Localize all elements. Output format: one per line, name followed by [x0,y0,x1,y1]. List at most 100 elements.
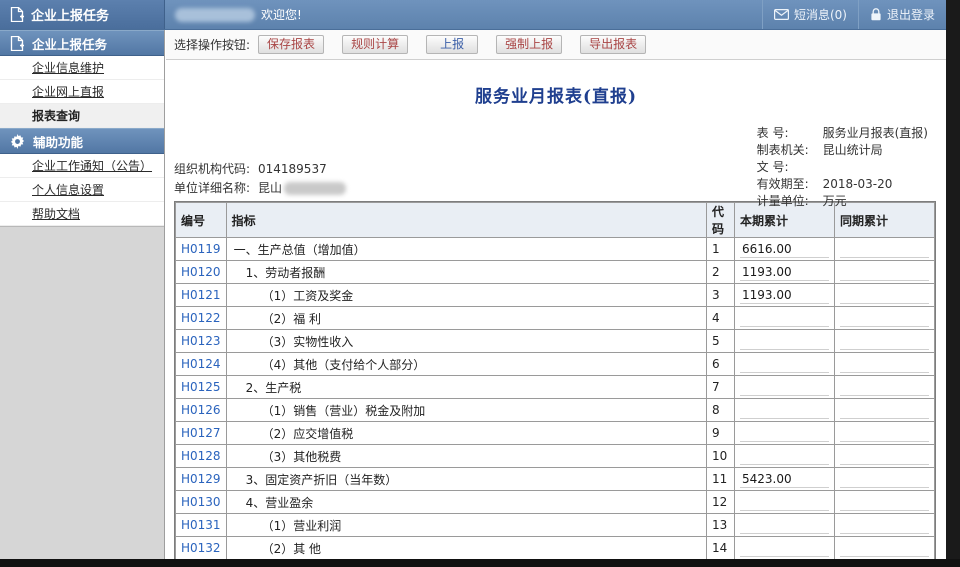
sidebar-group-label: 企业上报任务 [32,36,108,52]
row-code-link[interactable]: H0126 [181,403,221,417]
sidebar-item-help-doc[interactable]: 帮助文档 [0,202,164,226]
row-indicator-cell: （1）销售（营业）税金及附加 [225,398,708,422]
previous-period-input[interactable] [840,424,929,442]
welcome-area: 欢迎您! [165,0,762,29]
sidebar-item-work-notice[interactable]: 企业工作通知（公告） [0,154,164,178]
row-previous-cell [834,283,935,307]
row-indicator-cell: 3、固定资产折旧（当年数） [225,467,708,491]
table-row: H0130 4、营业盈余 12 [175,490,935,514]
row-code-link[interactable]: H0120 [181,265,221,279]
row-current-cell [734,536,835,560]
previous-period-input[interactable] [840,309,929,327]
row-indicator-label: （1）销售（营业）税金及附加 [261,403,426,418]
row-code-link[interactable]: H0132 [181,541,221,555]
row-indicator-cell: 1、劳动者报酬 [225,260,708,284]
meta-org-code: 组织机构代码: 014189537 [174,160,346,179]
row-code-cell: H0124 [175,352,227,376]
sidebar-item-personal-settings[interactable]: 个人信息设置 [0,178,164,202]
window-bottom-edge [0,559,960,567]
row-previous-cell [834,536,935,560]
current-period-input[interactable] [740,240,829,258]
table-header-row: 编号 指标 代码 本期累计 同期累计 [175,202,935,238]
sidebar-item-enterprise-info[interactable]: 企业信息维护 [0,56,164,80]
current-period-input[interactable] [740,516,829,534]
rule-calculate-button[interactable]: 规则计算 [342,35,409,54]
row-indicator-label: 2、生产税 [245,380,302,395]
logout-label: 退出登录 [886,8,935,22]
current-period-input[interactable] [740,424,829,442]
current-period-input[interactable] [740,263,829,281]
table-row: H0124 （4）其他（支付给个人部分） 6 [175,352,935,376]
current-period-input[interactable] [740,286,829,304]
previous-period-input[interactable] [840,378,929,396]
row-code-link[interactable]: H0123 [181,334,221,348]
previous-period-input[interactable] [840,401,929,419]
row-index-cell: 13 [706,513,735,537]
row-indicator-label: 一、生产总值（增加值） [233,242,366,257]
row-code-link[interactable]: H0130 [181,495,221,509]
meta-key: 文 号: [756,160,789,174]
row-code-cell: H0120 [175,260,227,284]
row-code-link[interactable]: H0121 [181,288,221,302]
row-indicator-cell: （1）工资及奖金 [225,283,708,307]
welcome-label: 欢迎您! [261,8,302,22]
sidebar-group-auxiliary[interactable]: 辅助功能 [0,128,164,154]
current-period-input[interactable] [740,493,829,511]
row-code-link[interactable]: H0125 [181,380,221,394]
previous-period-input[interactable] [840,240,929,258]
current-period-input[interactable] [740,447,829,465]
current-period-input[interactable] [740,470,829,488]
row-index-cell: 4 [706,306,735,330]
report-table: 编号 指标 代码 本期累计 同期累计 H0119一、生产总值（增加值）1H012… [175,202,935,560]
force-submit-button[interactable]: 强制上报 [496,35,563,54]
previous-period-input[interactable] [840,447,929,465]
sidebar: 企业上报任务 企业信息维护 企业网上直报 报表查询 辅助功能 [0,30,165,567]
messages-button[interactable]: 短消息(0) [761,0,858,29]
row-code-link[interactable]: H0119 [181,242,221,256]
current-period-input[interactable] [740,355,829,373]
table-row: H0129 3、固定资产折旧（当年数） 11 [175,467,935,491]
previous-period-input[interactable] [840,263,929,281]
row-code-cell: H0130 [175,490,227,514]
previous-period-input[interactable] [840,516,929,534]
main-content: 选择操作按钮: 保存报表 规则计算 上报 强制上报 导出报表 服务业月报表(直报… [166,30,946,567]
previous-period-input[interactable] [840,286,929,304]
row-code-link[interactable]: H0128 [181,449,221,463]
logout-button[interactable]: 退出登录 [857,0,946,29]
row-code-link[interactable]: H0127 [181,426,221,440]
previous-period-input[interactable] [840,332,929,350]
row-code-link[interactable]: H0124 [181,357,221,371]
export-report-button[interactable]: 导出报表 [580,35,647,54]
row-indicator-label: （3）其他税费 [261,449,342,464]
previous-period-input[interactable] [840,493,929,511]
current-period-input[interactable] [740,332,829,350]
report-table-body: H0119 一、生产总值（增加值） 1 H0120 1、劳动者报酬 2 H0121 （1）工资… [175,237,935,560]
row-code-link[interactable]: H0129 [181,472,221,486]
row-current-cell [734,352,835,376]
sidebar-group-enterprise-tasks[interactable]: 企业上报任务 [0,30,164,56]
meta-form-number: 表 号: 服务业月报表(直报) [757,125,928,142]
save-report-button[interactable]: 保存报表 [258,35,325,54]
sidebar-item-report-query[interactable]: 报表查询 [0,104,164,128]
row-code-cell: H0126 [175,398,227,422]
current-period-input[interactable] [740,309,829,327]
submit-report-button[interactable]: 上报 [426,35,479,54]
previous-period-input[interactable] [840,539,929,557]
row-code-link[interactable]: H0131 [181,518,221,532]
row-indicator-label: （1）营业利润 [261,518,342,533]
row-indicator-cell: （2）其 他 [225,536,708,560]
row-current-cell [734,283,835,307]
row-indicator-cell: （3）实物性收入 [225,329,708,353]
row-previous-cell [834,352,935,376]
current-period-input[interactable] [740,539,829,557]
sidebar-item-online-report[interactable]: 企业网上直报 [0,80,164,104]
row-previous-cell [834,490,935,514]
previous-period-input[interactable] [840,355,929,373]
row-indicator-cell: （2）应交增值税 [225,421,708,445]
meta-value: 服务业月报表(直报) [822,126,928,140]
current-period-input[interactable] [740,378,829,396]
row-code-link[interactable]: H0122 [181,311,221,325]
row-previous-cell [834,329,935,353]
current-period-input[interactable] [740,401,829,419]
previous-period-input[interactable] [840,470,929,488]
